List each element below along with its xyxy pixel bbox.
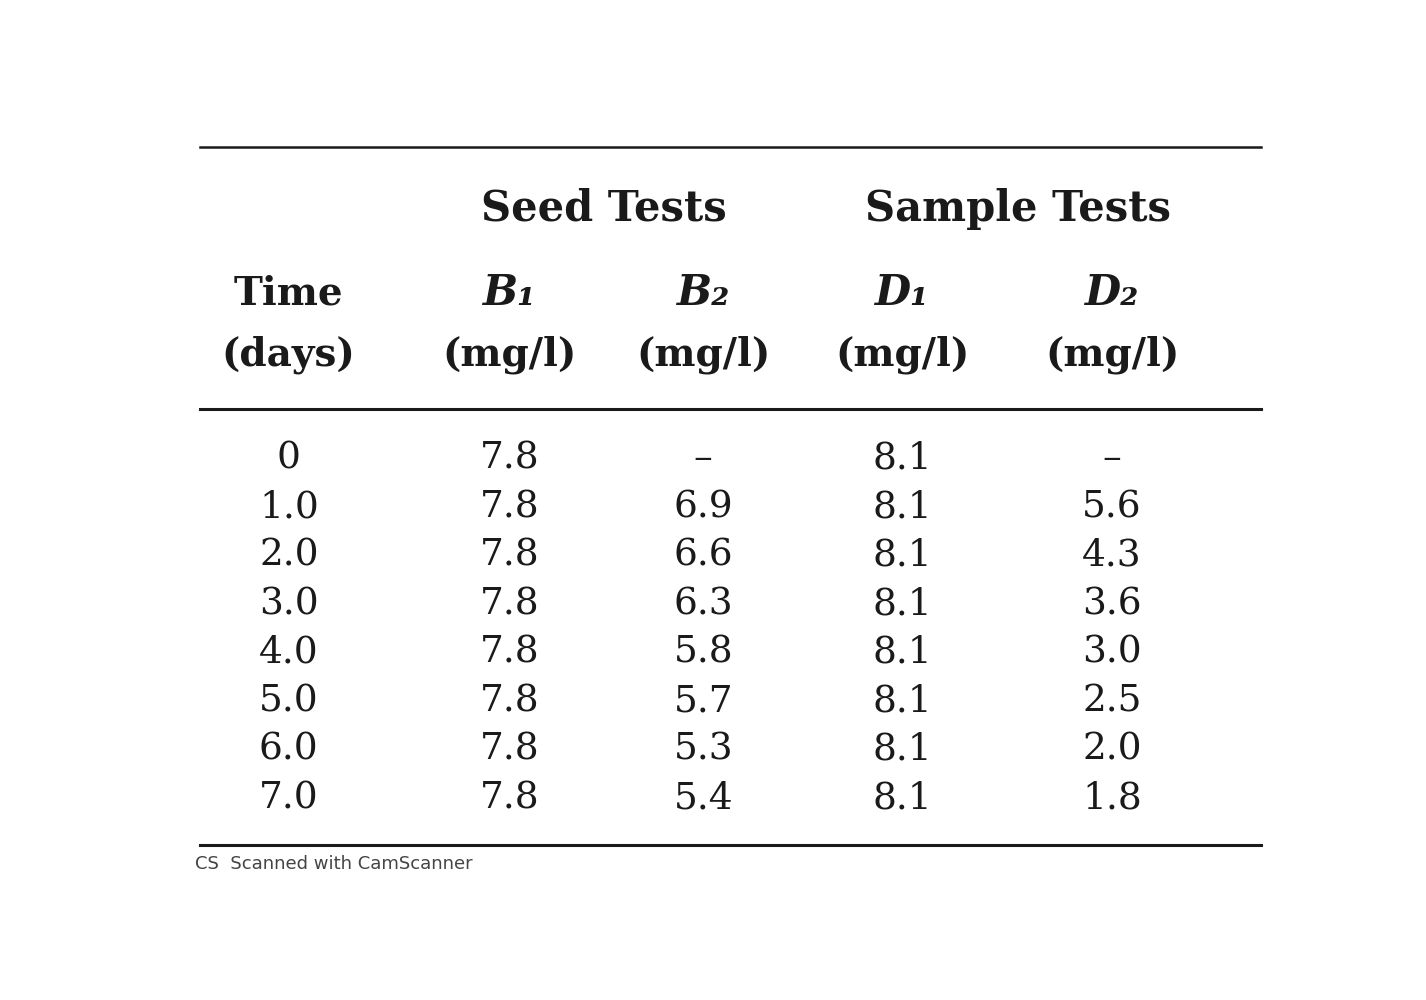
Text: 7.8: 7.8 (481, 635, 539, 671)
Text: 7.0: 7.0 (260, 780, 318, 816)
Text: D₂: D₂ (1085, 272, 1139, 314)
Text: 8.1: 8.1 (873, 732, 933, 768)
Text: 8.1: 8.1 (873, 780, 933, 816)
Text: 1.8: 1.8 (1082, 780, 1142, 816)
Text: 8.1: 8.1 (873, 635, 933, 671)
Text: 1.0: 1.0 (260, 489, 318, 525)
Text: 8.1: 8.1 (873, 538, 933, 574)
Text: 5.8: 5.8 (673, 635, 733, 671)
Text: –: – (694, 441, 713, 477)
Text: 7.8: 7.8 (481, 780, 539, 816)
Text: 6.6: 6.6 (673, 538, 733, 574)
Text: 4.3: 4.3 (1082, 538, 1142, 574)
Text: (mg/l): (mg/l) (636, 336, 770, 374)
Text: 7.8: 7.8 (481, 489, 539, 525)
Text: B₂: B₂ (676, 272, 730, 314)
Text: 5.7: 5.7 (673, 683, 733, 719)
Text: B₁: B₁ (483, 272, 536, 314)
Text: 7.8: 7.8 (481, 538, 539, 574)
Text: 7.8: 7.8 (481, 732, 539, 768)
Text: 2.0: 2.0 (260, 538, 318, 574)
Text: 6.3: 6.3 (673, 586, 733, 622)
Text: 4.0: 4.0 (260, 635, 318, 671)
Text: –: – (1102, 441, 1121, 477)
Text: 3.6: 3.6 (1082, 586, 1142, 622)
Text: Time: Time (234, 274, 344, 312)
Text: 5.3: 5.3 (673, 732, 733, 768)
Text: 3.0: 3.0 (1082, 635, 1142, 671)
Text: (days): (days) (222, 336, 355, 374)
Text: 6.9: 6.9 (673, 489, 733, 525)
Text: (mg/l): (mg/l) (442, 336, 578, 374)
Text: 5.6: 5.6 (1082, 489, 1142, 525)
Text: 2.0: 2.0 (1082, 732, 1142, 768)
Text: 8.1: 8.1 (873, 586, 933, 622)
Text: (mg/l): (mg/l) (836, 336, 970, 374)
Text: 6.0: 6.0 (260, 732, 318, 768)
Text: 0: 0 (277, 441, 301, 477)
Text: 2.5: 2.5 (1082, 683, 1142, 719)
Text: 7.8: 7.8 (481, 441, 539, 477)
Text: Sample Tests: Sample Tests (866, 188, 1171, 230)
Text: 3.0: 3.0 (260, 586, 318, 622)
Text: 8.1: 8.1 (873, 489, 933, 525)
Text: D₁: D₁ (876, 272, 930, 314)
Text: (mg/l): (mg/l) (1045, 336, 1179, 374)
Text: 8.1: 8.1 (873, 441, 933, 477)
Text: CS  Scanned with CamScanner: CS Scanned with CamScanner (195, 855, 472, 873)
Text: 5.0: 5.0 (260, 683, 318, 719)
Text: 7.8: 7.8 (481, 586, 539, 622)
Text: 5.4: 5.4 (673, 780, 733, 816)
Text: 8.1: 8.1 (873, 683, 933, 719)
Text: Seed Tests: Seed Tests (481, 188, 727, 230)
Text: 7.8: 7.8 (481, 683, 539, 719)
